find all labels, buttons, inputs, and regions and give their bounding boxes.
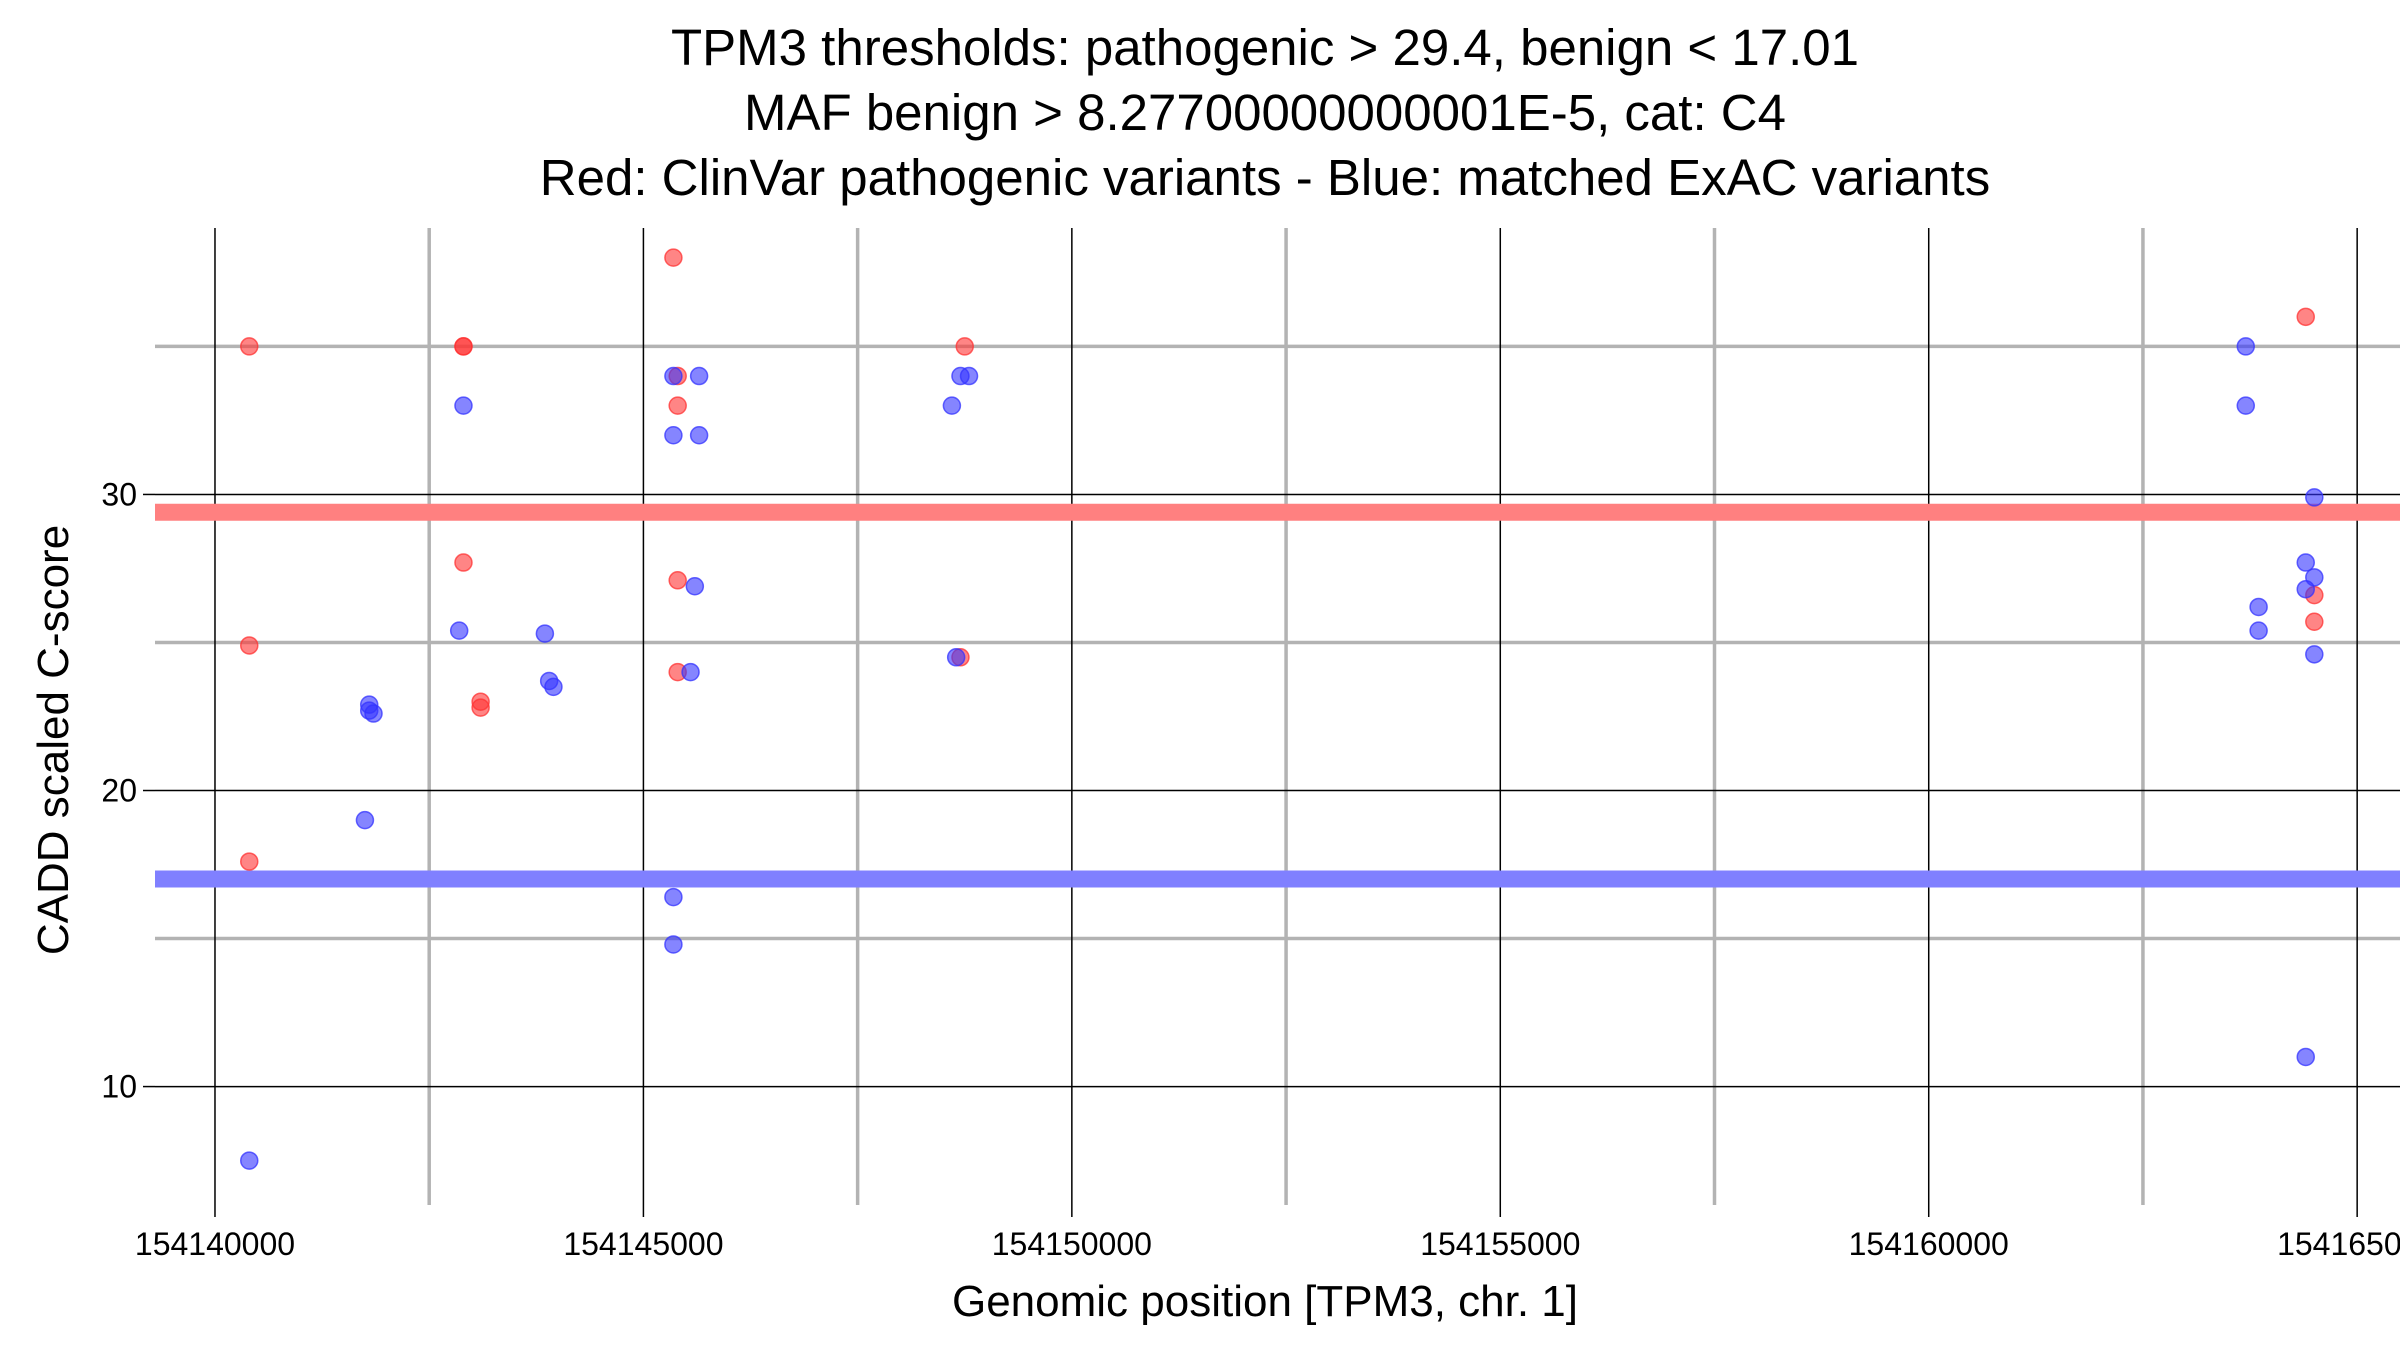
x-tick-label-1: 154145000 bbox=[563, 1226, 723, 1262]
y-tick-label-2: 30 bbox=[101, 476, 137, 512]
data-point-s0-13 bbox=[955, 337, 974, 356]
data-point-s1-13 bbox=[689, 425, 709, 445]
y-tick-label-1: 20 bbox=[101, 773, 137, 809]
data-point-s1-15 bbox=[681, 662, 700, 682]
data-point-s0-1 bbox=[240, 636, 259, 655]
data-point-s1-21 bbox=[946, 648, 966, 667]
data-point-s0-17 bbox=[2305, 612, 2324, 632]
data-point-s1-31 bbox=[2296, 1047, 2315, 1067]
data-point-s1-4 bbox=[355, 810, 375, 830]
data-point-s1-17 bbox=[664, 935, 683, 954]
threshold-layer bbox=[155, 503, 2400, 888]
data-point-s0-8 bbox=[664, 248, 683, 267]
y-tick-label-0: 10 bbox=[101, 1069, 137, 1105]
data-point-s1-20 bbox=[942, 396, 962, 415]
data-point-s1-0 bbox=[240, 1151, 259, 1170]
data-point-s1-26 bbox=[2305, 488, 2324, 507]
title-line-1: TPM3 thresholds: pathogenic > 29.4, beni… bbox=[671, 19, 1859, 76]
data-point-s1-19 bbox=[959, 366, 979, 386]
x-axis-title: Genomic position [TPM3, chr. 1] bbox=[952, 1277, 1578, 1326]
data-point-s1-16 bbox=[664, 887, 683, 907]
data-point-s1-10 bbox=[664, 366, 683, 386]
data-point-s1-29 bbox=[2296, 579, 2315, 599]
data-point-s0-2 bbox=[240, 852, 259, 871]
data-point-s0-7 bbox=[471, 698, 490, 717]
data-point-s0-4 bbox=[454, 337, 473, 356]
title-line-2: MAF benign > 8.27700000000001E-5, cat: C… bbox=[744, 84, 1786, 141]
grid-layer bbox=[155, 228, 2400, 1205]
data-point-s0-0 bbox=[240, 337, 259, 356]
data-point-s0-5 bbox=[454, 553, 473, 572]
data-point-s0-15 bbox=[2296, 307, 2315, 327]
x-tick-label-4: 154160000 bbox=[1849, 1226, 2009, 1262]
x-tick-label-3: 154155000 bbox=[1420, 1226, 1580, 1262]
data-point-s1-5 bbox=[454, 396, 473, 415]
data-point-s1-9 bbox=[544, 677, 563, 697]
data-point-s1-12 bbox=[664, 425, 683, 445]
x-tick-label-0: 154140000 bbox=[135, 1226, 295, 1262]
data-point-s1-22 bbox=[2236, 337, 2256, 356]
data-point-s1-3 bbox=[364, 704, 383, 723]
axis-layer: 154140000 154145000 154150000 154155000 1541… bbox=[101, 476, 2400, 1262]
data-point-s0-11 bbox=[668, 571, 687, 590]
data-point-s1-24 bbox=[2249, 597, 2268, 617]
y-axis-title: CADD scaled C-score bbox=[29, 525, 78, 955]
data-point-s1-14 bbox=[685, 576, 705, 596]
data-point-s1-30 bbox=[2305, 645, 2324, 664]
data-point-s1-27 bbox=[2296, 553, 2315, 572]
data-point-s1-23 bbox=[2236, 396, 2256, 415]
x-tick-label-5: 154165000 bbox=[2277, 1226, 2400, 1262]
data-point-s1-7 bbox=[535, 624, 555, 643]
chart-title: TPM3 thresholds: pathogenic > 29.4, beni… bbox=[540, 19, 1990, 206]
point-layer bbox=[240, 248, 2324, 1170]
title-line-3: Red: ClinVar pathogenic variants - Blue:… bbox=[540, 149, 1990, 206]
data-point-s0-10 bbox=[668, 396, 687, 415]
data-point-s1-11 bbox=[689, 366, 709, 386]
data-point-s1-6 bbox=[449, 621, 469, 640]
x-tick-label-2: 154150000 bbox=[992, 1226, 1152, 1262]
data-point-s1-25 bbox=[2249, 621, 2268, 640]
